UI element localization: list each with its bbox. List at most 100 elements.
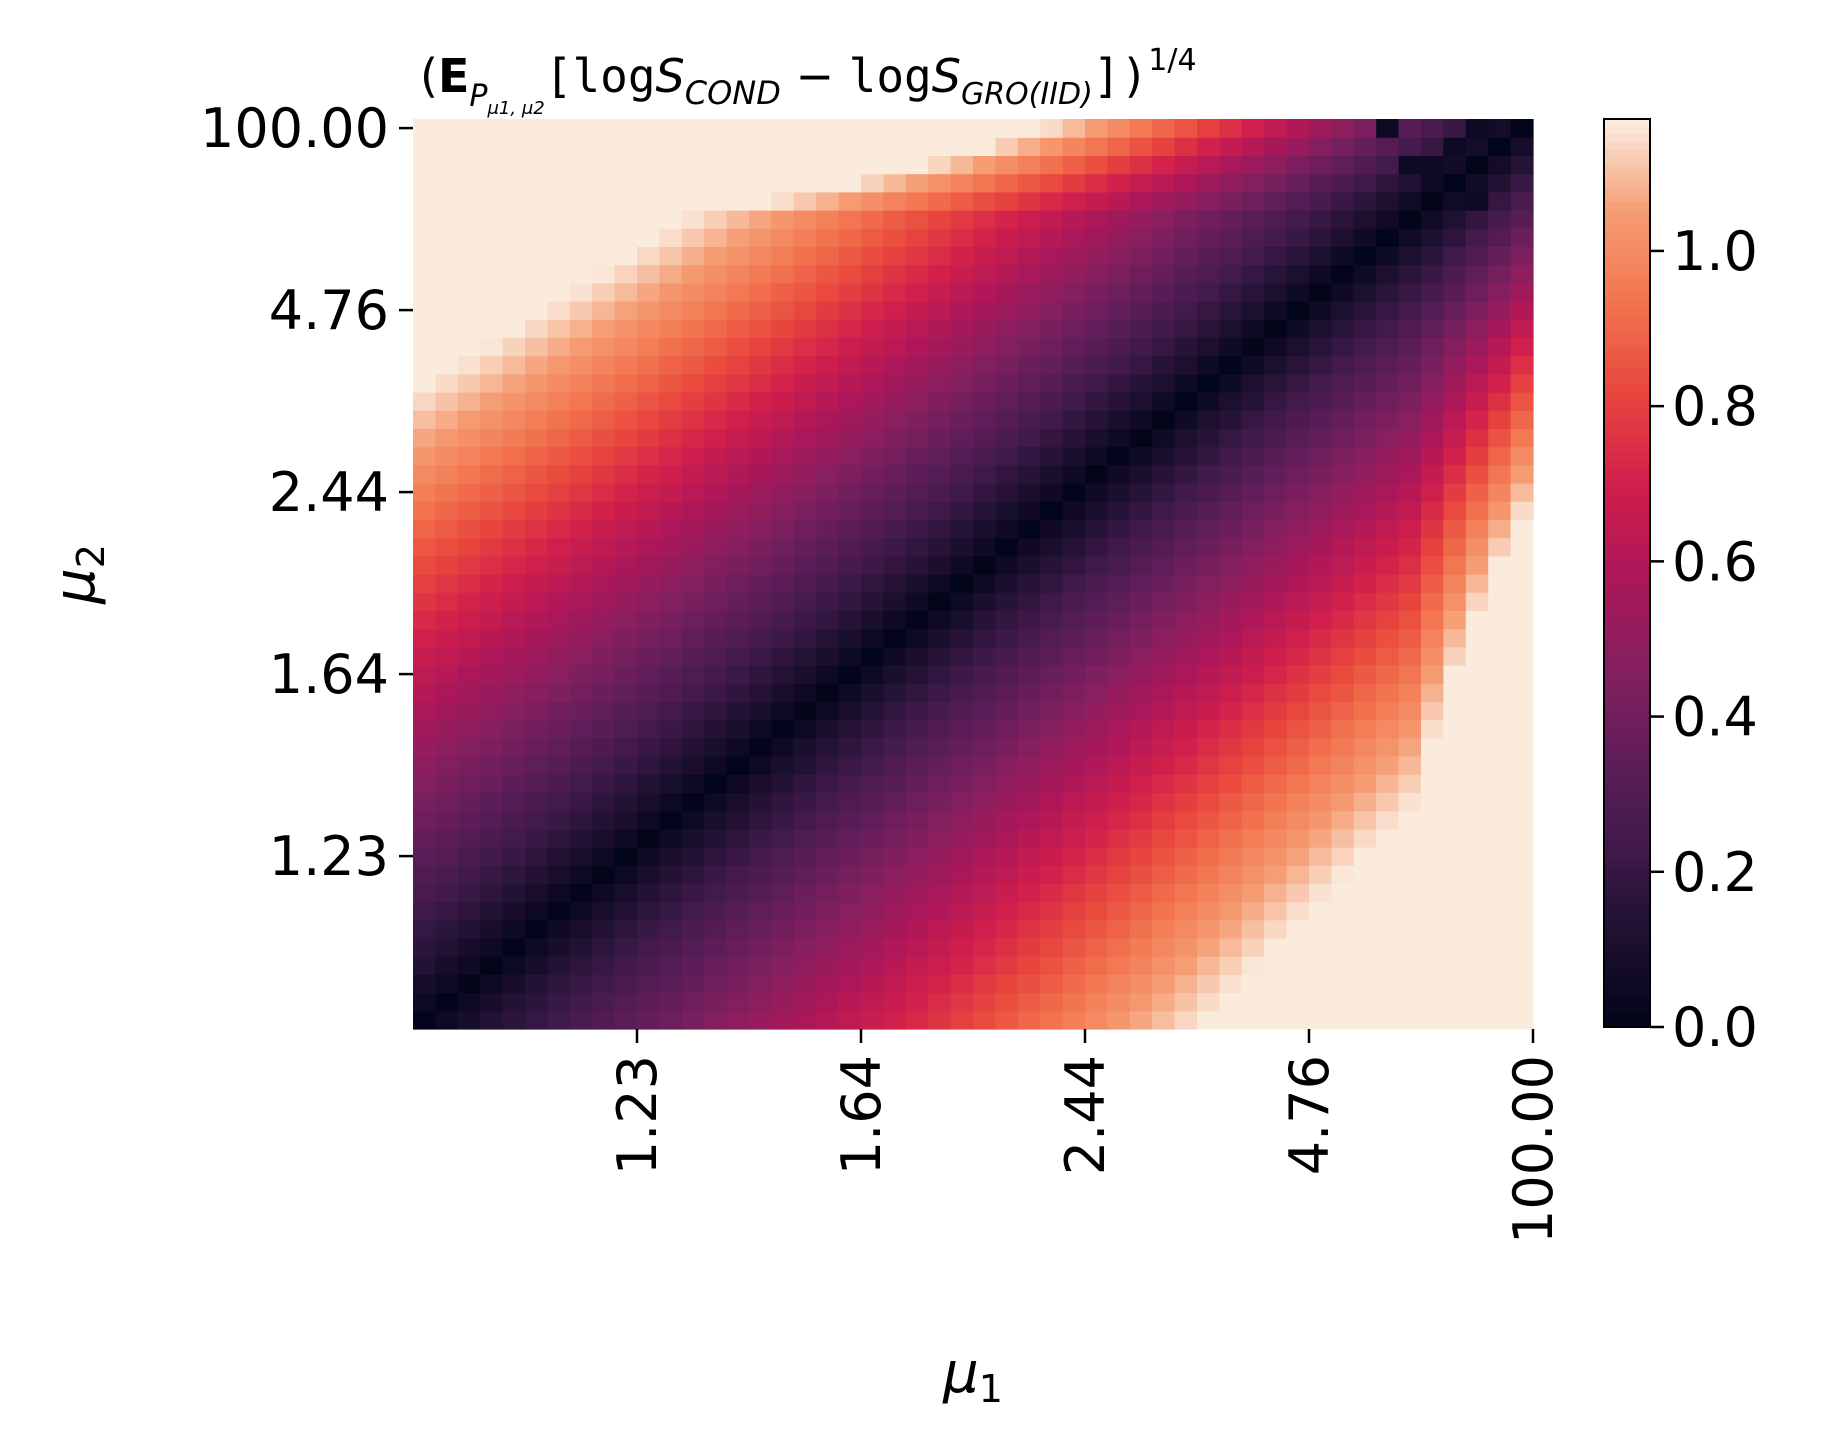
heatmap-cell [1353, 774, 1377, 793]
heatmap-cell [1331, 537, 1355, 557]
colorbar-segment [1604, 845, 1650, 854]
heatmap-cell [681, 992, 705, 1012]
heatmap-cell [413, 938, 436, 957]
heatmap-cell [973, 1010, 996, 1030]
heatmap-cell [1017, 119, 1041, 138]
heatmap-cell [1129, 774, 1153, 793]
heatmap-cell [1331, 756, 1355, 775]
heatmap-cell [637, 883, 660, 903]
heatmap-cell [547, 865, 571, 884]
heatmap-cell [413, 228, 436, 247]
heatmap-cell [1174, 246, 1198, 266]
heatmap-cell [883, 828, 907, 848]
heatmap-cell [749, 992, 772, 1012]
heatmap-cell [1017, 865, 1041, 884]
heatmap-cell [435, 719, 459, 739]
heatmap-cell [1017, 464, 1041, 484]
colorbar-segment [1604, 421, 1650, 431]
heatmap-cell [435, 555, 459, 575]
heatmap-cell [1017, 428, 1041, 448]
heatmap-cell [1040, 628, 1064, 648]
heatmap-cell [1309, 155, 1332, 175]
heatmap-cell [525, 555, 548, 575]
heatmap-cell [1488, 173, 1512, 193]
heatmap-cell [1398, 719, 1422, 739]
heatmap-cell [1085, 373, 1108, 393]
heatmap-cell [883, 228, 907, 247]
heatmap-cell [905, 319, 929, 338]
heatmap-cell [995, 592, 1019, 611]
heatmap-cell [995, 737, 1019, 757]
heatmap-cell [1353, 574, 1377, 593]
heatmap-cell [1017, 319, 1041, 338]
heatmap-cell [1309, 610, 1332, 630]
heatmap-cell [1197, 191, 1220, 211]
heatmap-cell [816, 264, 840, 284]
heatmap-cell [861, 301, 884, 320]
heatmap-cell [1376, 392, 1400, 411]
heatmap-cell [1241, 228, 1265, 247]
heatmap-cell [1443, 210, 1467, 229]
heatmap-cell [413, 519, 436, 539]
heatmap-cell [637, 537, 660, 557]
heatmap-cell [614, 719, 638, 739]
heatmap-cell [413, 282, 436, 302]
heatmap-cell [592, 865, 616, 884]
heatmap-cell [704, 410, 728, 429]
heatmap-cell [1062, 428, 1086, 448]
heatmap-cell [726, 501, 750, 520]
heatmap-cell [793, 483, 817, 502]
heatmap-cell [502, 410, 526, 429]
heatmap-cell [435, 992, 459, 1012]
heatmap-cell [771, 956, 795, 975]
heatmap-cell [771, 519, 795, 539]
heatmap-cell [883, 355, 907, 375]
heatmap-cell [1510, 883, 1534, 903]
heatmap-cell [838, 264, 862, 284]
heatmap-cell [1017, 555, 1041, 575]
heatmap-cell [614, 756, 638, 775]
heatmap-cell [1107, 683, 1131, 702]
heatmap-cell [995, 792, 1019, 812]
heatmap-cell [838, 901, 862, 921]
heatmap-cell [659, 246, 683, 266]
heatmap-cell [1174, 938, 1198, 957]
heatmap-cell [1331, 319, 1355, 338]
heatmap-cell [1443, 719, 1467, 739]
heatmap-cell [681, 264, 705, 284]
heatmap-cell [838, 847, 862, 866]
heatmap-cell [525, 392, 548, 411]
heatmap-cell [547, 756, 571, 775]
heatmap-cell [569, 792, 593, 812]
heatmap-cell [749, 228, 772, 247]
heatmap-cell [480, 901, 504, 921]
heatmap-cell [838, 191, 862, 211]
heatmap-cell [1241, 974, 1265, 994]
heatmap-cell [1421, 810, 1444, 830]
heatmap-cell [1488, 610, 1512, 630]
heatmap-cell [1264, 1010, 1288, 1030]
heatmap-cell [883, 483, 907, 502]
heatmap-cell [525, 355, 548, 375]
heatmap-cell [928, 137, 952, 156]
heatmap-cell [592, 974, 616, 994]
heatmap-cell [1062, 756, 1086, 775]
heatmap-cell [726, 646, 750, 666]
heatmap-cell [1331, 483, 1355, 502]
heatmap-cell [1197, 737, 1220, 757]
heatmap-cell [1085, 501, 1108, 520]
heatmap-cell [838, 319, 862, 338]
heatmap-cell [614, 919, 638, 939]
colorbar-segment [1604, 822, 1650, 832]
heatmap-cell [1107, 774, 1131, 793]
heatmap-cell [1017, 282, 1041, 302]
heatmap-cell [681, 938, 705, 957]
heatmap-cell [1174, 319, 1198, 338]
heatmap-cell [1465, 464, 1489, 484]
heatmap-cell [793, 938, 817, 957]
heatmap-cell [838, 774, 862, 793]
heatmap-cell [1129, 483, 1153, 502]
heatmap-cell [1017, 919, 1041, 939]
heatmap-cell [614, 137, 638, 156]
heatmap-cell [681, 282, 705, 302]
